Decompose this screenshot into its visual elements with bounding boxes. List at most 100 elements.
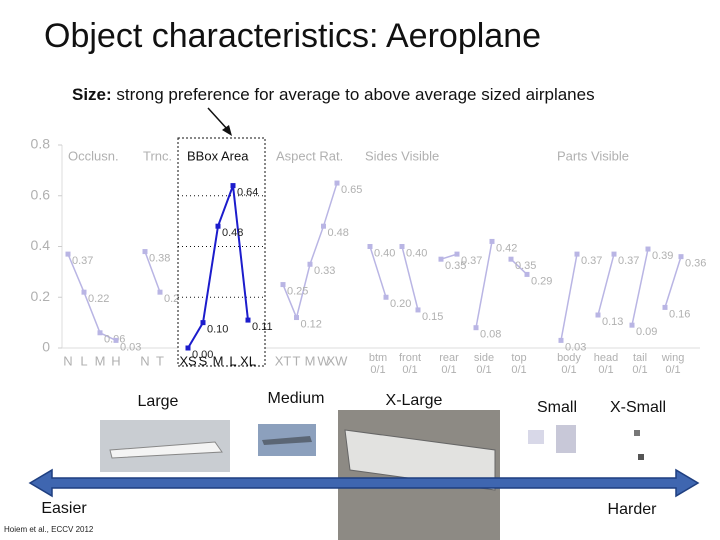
line: [67, 253, 117, 342]
slide-title: Object characteristics: Aeroplane: [44, 17, 541, 55]
x-tick-label: XT: [275, 353, 292, 368]
value-label: 0.08: [480, 329, 501, 341]
line: [144, 251, 161, 293]
example-label: Large: [138, 393, 179, 410]
point: [307, 261, 313, 267]
pointer-arrowhead: [222, 125, 232, 136]
value-label: 0.42: [496, 242, 517, 254]
x-tick-label: M: [95, 353, 106, 368]
point: [611, 251, 617, 257]
highlight-box: [177, 137, 266, 367]
value-label: 0.37: [581, 255, 602, 267]
point: [81, 289, 87, 295]
scale-left: Easier: [41, 500, 87, 517]
plane-medium: [262, 436, 312, 445]
point: [294, 315, 299, 321]
line: [510, 258, 528, 275]
group-label: body: [557, 352, 581, 364]
value-label: 0.40: [406, 247, 427, 259]
point: [524, 271, 530, 277]
group-ticks: 0/1: [561, 364, 576, 376]
subtitle-lead: Size:: [72, 85, 112, 104]
image-small-2: [556, 425, 576, 453]
x-tick-label: H: [111, 353, 120, 368]
value-label: 0.37: [72, 255, 93, 267]
x-tick-label: XL: [240, 353, 256, 368]
value-label: 0.12: [301, 318, 322, 330]
point: [574, 251, 580, 257]
x-tick-label: L: [229, 353, 236, 368]
chart: 00.20.40.60.8Occlusn.NLMH0.370.220.060.0…: [31, 136, 707, 376]
point: [367, 244, 373, 249]
panel-title: BBox Area: [187, 148, 249, 163]
group-label: wing: [661, 352, 685, 364]
point: [157, 289, 163, 295]
group-label: btm: [369, 352, 387, 364]
value-label: 0.38: [149, 252, 170, 264]
y-tick-label: 0.6: [31, 186, 51, 202]
value-label: 0.35: [515, 260, 536, 272]
group-label: rear: [439, 352, 459, 364]
point: [185, 345, 191, 351]
line: [401, 246, 419, 311]
point: [97, 330, 103, 336]
value-label: 0.15: [422, 311, 443, 323]
y-tick-label: 0: [42, 339, 50, 355]
panel-title: Trnc.: [143, 148, 172, 163]
value-label: 0.35: [445, 260, 466, 272]
group-ticks: 0/1: [370, 364, 385, 376]
y-tick-label: 0.2: [31, 288, 51, 304]
point: [558, 337, 564, 343]
group-label: head: [594, 352, 618, 364]
point: [334, 180, 340, 186]
panel-title: Sides Visible: [365, 148, 439, 163]
example-label: Small: [537, 399, 577, 416]
group-ticks: 0/1: [665, 364, 680, 376]
point: [321, 223, 326, 229]
point: [65, 251, 71, 257]
point: [399, 244, 405, 249]
x-tick-label: S: [199, 353, 208, 368]
value-label: 0.39: [652, 250, 673, 262]
line: [369, 246, 387, 298]
x-tick-label: XW: [327, 353, 349, 368]
point: [678, 254, 684, 260]
panel-title: Occlusn.: [68, 148, 119, 163]
x-tick-label: M: [305, 353, 316, 368]
x-tick-label: W: [317, 353, 330, 368]
value-label: 0.29: [531, 275, 552, 287]
x-tick-label: N: [140, 353, 149, 368]
value-label: 0.37: [461, 255, 482, 267]
citation: Hoiem et al., ECCV 2012: [4, 525, 94, 534]
difficulty-arrow: [28, 468, 700, 498]
example-label: Medium: [268, 390, 325, 407]
point: [280, 282, 286, 288]
point: [215, 223, 221, 229]
x-tick-label: L: [80, 353, 87, 368]
line: [475, 241, 493, 328]
panel-title: Parts Visible: [557, 148, 629, 163]
point: [662, 304, 668, 310]
point: [489, 238, 495, 244]
value-label: 0.65: [341, 184, 362, 196]
value-label: 0.03: [120, 341, 141, 353]
subtitle-text: strong preference for average to above a…: [112, 85, 595, 104]
point: [595, 312, 601, 318]
group-ticks: 0/1: [476, 364, 491, 376]
value-label: 0.20: [390, 298, 411, 310]
subtitle: Size: strong preference for average to a…: [72, 85, 595, 104]
point: [438, 256, 444, 262]
value-label: 0.22: [88, 293, 109, 305]
group-ticks: 0/1: [441, 364, 456, 376]
line: [664, 256, 682, 308]
scale-right: Harder: [608, 501, 658, 518]
point: [245, 317, 251, 323]
x-tick-label: N: [63, 353, 72, 368]
x-tick-label: T: [156, 353, 164, 368]
value-label: 0.48: [328, 227, 349, 239]
x-tick-label: XS: [179, 353, 197, 368]
example-label: X-Large: [386, 392, 443, 409]
group-ticks: 0/1: [402, 364, 417, 376]
image-xsmall-2: [638, 454, 644, 460]
